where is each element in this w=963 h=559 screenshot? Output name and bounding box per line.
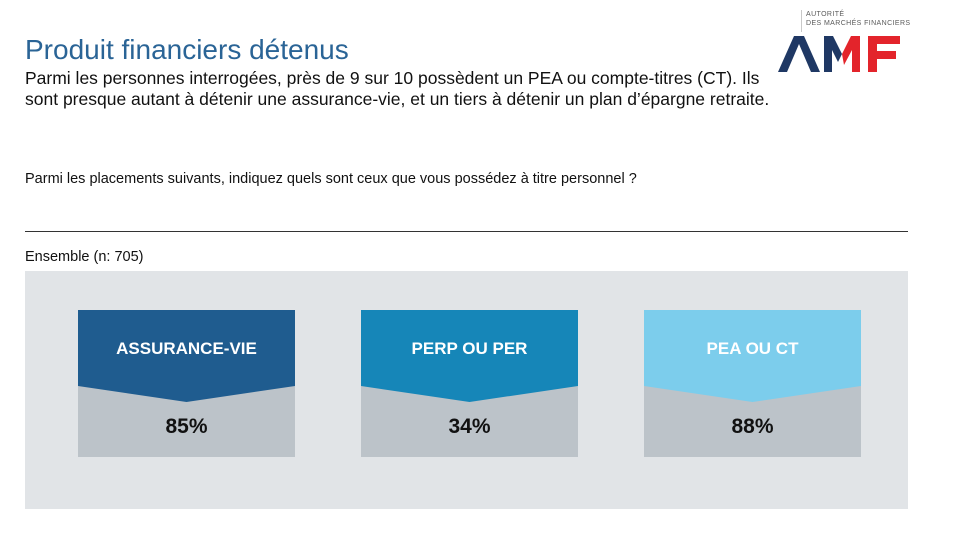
amf-logo-mark [778, 36, 900, 72]
base-label: Ensemble (n: 705) [25, 249, 144, 265]
amf-logo: AUTORITÉ DES MARCHÉS FINANCIERS [778, 8, 928, 78]
survey-question: Parmi les placements suivants, indiquez … [25, 171, 637, 187]
card-shape [361, 310, 578, 457]
card-shape [78, 310, 295, 457]
logo-text-line1: AUTORITÉ [806, 11, 845, 18]
label-box [78, 310, 295, 402]
logo-divider [801, 10, 802, 32]
category-label: PEA OU CT [706, 339, 799, 358]
divider [25, 231, 908, 232]
value-label: 85% [165, 415, 208, 438]
category-label: ASSURANCE-VIE [116, 339, 257, 358]
label-box [644, 310, 861, 402]
logo-text-line2: DES MARCHÉS FINANCIERS [806, 20, 911, 27]
label-box [361, 310, 578, 402]
page-title: Produit financiers détenus [25, 34, 349, 65]
page-subtitle: Parmi les personnes interrogées, près de… [25, 68, 770, 109]
card-pea-ou-ct: PEA OU CT 88% [644, 310, 861, 457]
card-shape [644, 310, 861, 457]
value-label: 88% [731, 415, 774, 438]
value-label: 34% [448, 415, 491, 438]
category-label: PERP OU PER [411, 339, 528, 358]
card-assurance-vie: ASSURANCE-VIE 85% [78, 310, 295, 457]
card-perp-ou-per: PERP OU PER 34% [361, 310, 578, 457]
